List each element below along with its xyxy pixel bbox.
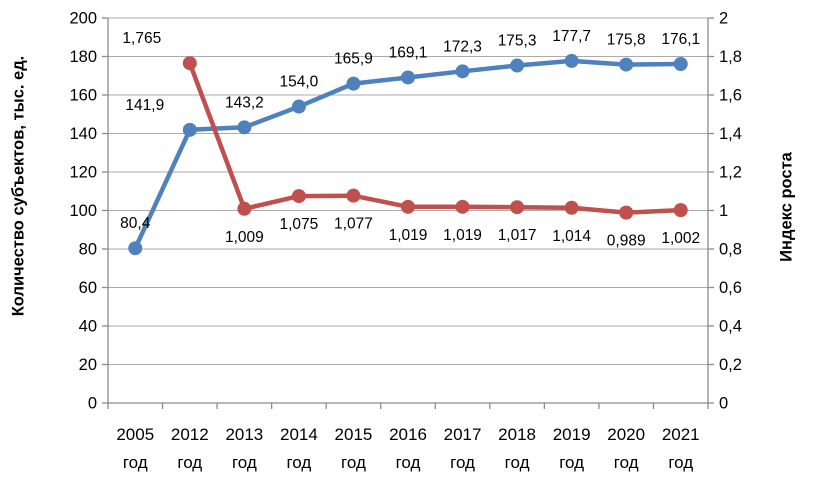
left-axis-tick-label: 180 — [69, 48, 97, 66]
x-axis-label-year: 2017 — [444, 425, 482, 444]
data-point — [455, 64, 470, 79]
data-point — [673, 203, 688, 218]
right-axis-tick-label: 0,2 — [719, 356, 742, 374]
data-label: 1,019 — [443, 227, 482, 244]
data-point — [673, 57, 688, 72]
left-axis-tick-label: 40 — [79, 318, 97, 336]
x-axis-label-year: 2014 — [280, 425, 318, 444]
x-axis-label-suffix: год — [232, 453, 257, 472]
x-axis-label-suffix: год — [505, 453, 530, 472]
left-axis-tick-label: 160 — [69, 87, 97, 105]
x-axis-label-suffix: год — [123, 453, 148, 472]
data-label: 1,077 — [334, 216, 373, 233]
left-axis-tick-label: 80 — [79, 241, 97, 259]
data-label: 1,017 — [498, 227, 537, 244]
x-axis-label-year: 2019 — [553, 425, 591, 444]
left-axis-title: Количество субъектов, тыс. ед. — [9, 55, 28, 317]
x-axis-label-suffix: год — [559, 453, 584, 472]
right-axis-tick-label: 1,6 — [719, 87, 742, 105]
data-label: 1,019 — [389, 227, 428, 244]
right-axis-tick-label: 0,4 — [719, 318, 742, 336]
left-axis-tick-label: 100 — [69, 202, 97, 220]
data-point — [237, 120, 252, 135]
data-point — [619, 205, 634, 220]
x-axis-label-suffix: год — [614, 453, 639, 472]
data-label: 1,014 — [552, 228, 591, 245]
x-axis-label-suffix: год — [177, 453, 202, 472]
data-point — [455, 199, 470, 214]
right-axis-tick-label: 0 — [719, 395, 728, 413]
data-label: 165,9 — [334, 51, 373, 68]
right-axis-tick-label: 0,8 — [719, 241, 742, 259]
x-axis-label-year: 2021 — [662, 425, 700, 444]
data-label: 175,8 — [607, 32, 646, 49]
left-axis-tick-label: 140 — [69, 125, 97, 143]
data-point — [237, 201, 252, 216]
left-axis-tick-label: 200 — [69, 10, 97, 28]
x-axis-label-suffix: год — [450, 453, 475, 472]
x-axis-label-suffix: год — [668, 453, 693, 472]
data-point — [564, 53, 579, 68]
data-point — [619, 57, 634, 72]
data-label: 169,1 — [389, 44, 428, 61]
data-point — [182, 122, 197, 137]
data-label: 141,9 — [125, 97, 164, 114]
x-axis-label-year: 2015 — [335, 425, 373, 444]
data-label: 175,3 — [498, 33, 537, 50]
right-axis-tick-label: 1,4 — [719, 125, 742, 143]
data-point — [291, 189, 306, 204]
data-label: 177,7 — [552, 28, 591, 45]
left-axis-tick-label: 0 — [88, 395, 97, 413]
x-axis-label-year: 2012 — [171, 425, 209, 444]
data-label: 172,3 — [443, 38, 482, 55]
data-point — [564, 200, 579, 215]
data-point — [291, 99, 306, 114]
x-axis-label-suffix: год — [341, 453, 366, 472]
x-axis-label-year: 2020 — [607, 425, 645, 444]
data-label: 176,1 — [661, 31, 700, 48]
data-label: 1,765 — [122, 30, 161, 47]
series-line-red — [187, 60, 683, 215]
data-label: 0,989 — [607, 233, 646, 250]
right-axis-tick-label: 2 — [719, 10, 728, 28]
right-axis-tick-label: 1,8 — [719, 48, 742, 66]
x-axis-label-suffix: год — [286, 453, 311, 472]
data-label: 1,075 — [280, 216, 319, 233]
left-axis-tick-label: 120 — [69, 164, 97, 182]
data-label: 80,4 — [120, 215, 151, 232]
series-line-blue — [133, 58, 683, 251]
x-axis-label-year: 2005 — [116, 425, 154, 444]
x-axis-label-year: 2018 — [498, 425, 536, 444]
data-label: 143,2 — [225, 94, 264, 111]
data-point — [510, 200, 525, 215]
right-axis-tick-label: 0,6 — [719, 279, 742, 297]
left-axis-tick-label: 60 — [79, 279, 97, 297]
left-axis-tick-label: 20 — [79, 356, 97, 374]
data-point — [401, 199, 415, 214]
data-point — [346, 76, 361, 91]
x-axis-label-year: 2013 — [225, 425, 263, 444]
x-axis-label-suffix: год — [396, 453, 421, 472]
data-label: 1,009 — [225, 229, 264, 246]
right-axis-tick-label: 1,2 — [719, 164, 742, 182]
data-point — [401, 70, 415, 85]
data-point — [346, 188, 361, 203]
data-label: 1,002 — [661, 230, 700, 247]
data-point — [128, 241, 143, 256]
right-axis-tick-label: 1 — [719, 202, 728, 220]
data-point — [182, 56, 197, 71]
x-axis-label-year: 2016 — [389, 425, 427, 444]
right-axis-title: Индекс роста — [777, 152, 796, 262]
data-label: 154,0 — [280, 74, 319, 91]
data-point — [510, 58, 525, 73]
